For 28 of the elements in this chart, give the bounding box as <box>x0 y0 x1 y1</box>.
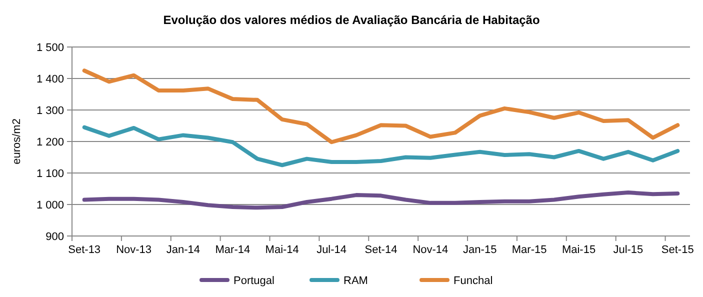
x-tick-label: Mar-15 <box>512 244 547 256</box>
line-series <box>82 190 680 210</box>
y-axis-title: euros/m2 <box>11 118 23 164</box>
line-series <box>82 125 680 168</box>
x-tick-label: Mar-14 <box>215 244 250 256</box>
line-series <box>82 68 680 144</box>
x-tick-label: Jan-15 <box>463 244 497 256</box>
legend-label: Portugal <box>234 274 274 287</box>
x-tick-label: Nov-14 <box>412 244 448 256</box>
legend-label: RAM <box>344 274 368 287</box>
x-tick-label: Jul-15 <box>613 244 644 256</box>
legend-label: Funchal <box>454 274 493 287</box>
chart-title: Evolução dos valores médios de Avaliação Bancária de Habitação <box>163 13 540 27</box>
y-tick-label: 900 <box>46 230 64 243</box>
x-tick-label: Mai-15 <box>562 244 596 256</box>
y-tick-label: 1 000 <box>36 199 64 212</box>
y-tick-label: 1 400 <box>36 73 64 86</box>
x-tick-label: Jul-14 <box>316 244 347 256</box>
x-tick-label: Set-15 <box>661 244 694 256</box>
x-tick-label: Mai-14 <box>265 244 299 256</box>
y-tick-label: 1 500 <box>36 42 64 54</box>
x-tick-label: Set-13 <box>68 244 101 256</box>
x-tick-label: Set-14 <box>364 244 398 256</box>
y-tick-label: 1 200 <box>36 136 64 148</box>
y-tick-label: 1 300 <box>36 104 64 117</box>
x-tick-label: Jan-14 <box>166 244 200 256</box>
y-tick-label: 1 100 <box>36 168 64 180</box>
x-tick-label: Nov-13 <box>116 244 152 256</box>
